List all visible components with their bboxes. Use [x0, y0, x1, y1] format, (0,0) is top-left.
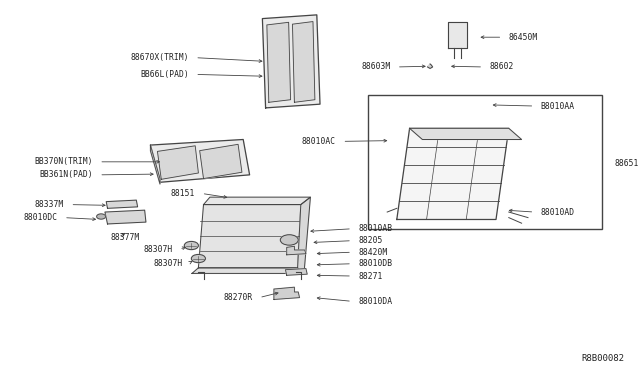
Text: 88377M: 88377M [110, 233, 140, 242]
Circle shape [280, 235, 298, 245]
Text: 88603M: 88603M [361, 62, 390, 71]
Polygon shape [157, 146, 198, 179]
Text: BB370N(TRIM): BB370N(TRIM) [35, 157, 93, 166]
Text: B8010AA: B8010AA [541, 102, 575, 110]
Text: 88205: 88205 [358, 236, 383, 245]
Polygon shape [397, 128, 509, 219]
Polygon shape [448, 22, 467, 48]
Text: 88010DB: 88010DB [358, 259, 392, 268]
Polygon shape [410, 128, 522, 140]
Polygon shape [106, 200, 138, 208]
Text: 88010AD: 88010AD [541, 208, 575, 217]
Polygon shape [198, 205, 301, 268]
Polygon shape [287, 246, 306, 255]
Polygon shape [150, 140, 250, 182]
Polygon shape [285, 269, 307, 275]
Polygon shape [428, 64, 433, 68]
Text: 86450M: 86450M [509, 33, 538, 42]
Circle shape [191, 254, 205, 263]
Polygon shape [298, 197, 310, 273]
Polygon shape [292, 22, 315, 102]
Circle shape [97, 214, 106, 219]
Text: 88307H: 88307H [153, 259, 182, 267]
Text: 88010DC: 88010DC [24, 213, 58, 222]
Text: 88670X(TRIM): 88670X(TRIM) [131, 53, 189, 62]
Text: 88010AB: 88010AB [358, 224, 392, 233]
Text: 88651: 88651 [614, 159, 639, 168]
Text: 88337M: 88337M [35, 200, 64, 209]
Polygon shape [274, 287, 300, 299]
Text: 88271: 88271 [358, 272, 383, 280]
Text: R8B00082: R8B00082 [581, 354, 624, 363]
Text: BB361N(PAD): BB361N(PAD) [39, 170, 93, 179]
Polygon shape [105, 210, 146, 224]
Polygon shape [267, 22, 291, 102]
Text: 88270R: 88270R [223, 293, 253, 302]
Circle shape [184, 241, 198, 250]
Text: 88307H: 88307H [143, 245, 173, 254]
Polygon shape [150, 145, 160, 184]
Text: BB66L(PAD): BB66L(PAD) [140, 70, 189, 79]
Polygon shape [200, 144, 242, 179]
Text: 88420M: 88420M [358, 248, 388, 257]
Polygon shape [192, 268, 304, 273]
Text: 88602: 88602 [490, 62, 514, 71]
Text: 88010AC: 88010AC [302, 137, 336, 146]
Text: 88010DA: 88010DA [358, 297, 392, 306]
Polygon shape [204, 197, 310, 205]
Polygon shape [262, 15, 320, 108]
Bar [368, 95, 602, 229]
Text: 88151: 88151 [171, 189, 195, 198]
